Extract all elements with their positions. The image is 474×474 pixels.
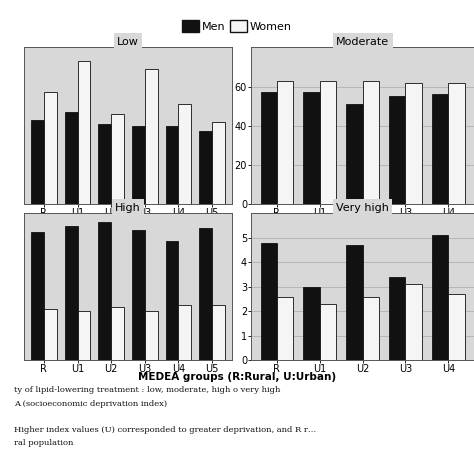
Bar	[363, 297, 379, 360]
Title: Moderate: Moderate	[336, 36, 389, 46]
Bar	[303, 92, 320, 204]
Bar	[111, 307, 124, 360]
Bar	[31, 232, 44, 360]
Bar	[132, 230, 145, 360]
Bar	[320, 304, 336, 360]
Bar	[78, 61, 91, 204]
Bar	[165, 126, 178, 204]
Bar	[44, 92, 57, 204]
Text: A (socioeconomic deprivation index): A (socioeconomic deprivation index)	[14, 400, 167, 408]
Bar	[78, 310, 91, 360]
Bar	[303, 287, 320, 360]
Bar	[199, 228, 212, 360]
Bar	[44, 309, 57, 360]
Bar	[389, 277, 405, 360]
Bar	[145, 69, 157, 204]
Bar	[165, 241, 178, 360]
Bar	[432, 235, 448, 360]
Bar	[448, 82, 465, 204]
Title: Very high: Very high	[336, 202, 389, 212]
Bar	[320, 81, 336, 204]
Title: High: High	[115, 202, 141, 212]
Bar	[405, 82, 422, 204]
Bar	[405, 284, 422, 360]
Bar	[389, 96, 405, 204]
Bar	[178, 305, 191, 360]
Bar	[448, 294, 465, 360]
Bar	[99, 124, 111, 204]
Bar	[199, 131, 212, 204]
Legend: Men, Women: Men, Women	[178, 16, 296, 36]
Bar	[178, 104, 191, 204]
Text: Higher index values (U) corresponded to greater deprivation, and R r…: Higher index values (U) corresponded to …	[14, 426, 317, 434]
Title: Low: Low	[117, 36, 139, 46]
Bar	[99, 222, 111, 360]
Bar	[277, 297, 293, 360]
Bar	[31, 120, 44, 204]
Bar	[363, 81, 379, 204]
Bar	[346, 104, 363, 204]
Bar	[346, 245, 363, 360]
Text: ty of lipid-lowering treatment : low, moderate, high o very high: ty of lipid-lowering treatment : low, mo…	[14, 386, 281, 394]
Bar	[261, 92, 277, 204]
Bar	[261, 243, 277, 360]
Text: ral population: ral population	[14, 439, 73, 447]
Bar	[277, 81, 293, 204]
Text: MEDEA groups (R:Rural, U:Urban): MEDEA groups (R:Rural, U:Urban)	[138, 372, 336, 382]
Bar	[111, 114, 124, 204]
Bar	[212, 122, 225, 204]
Bar	[132, 126, 145, 204]
Bar	[212, 305, 225, 360]
Bar	[65, 112, 78, 204]
Bar	[432, 94, 448, 204]
Bar	[145, 310, 157, 360]
Bar	[65, 226, 78, 360]
